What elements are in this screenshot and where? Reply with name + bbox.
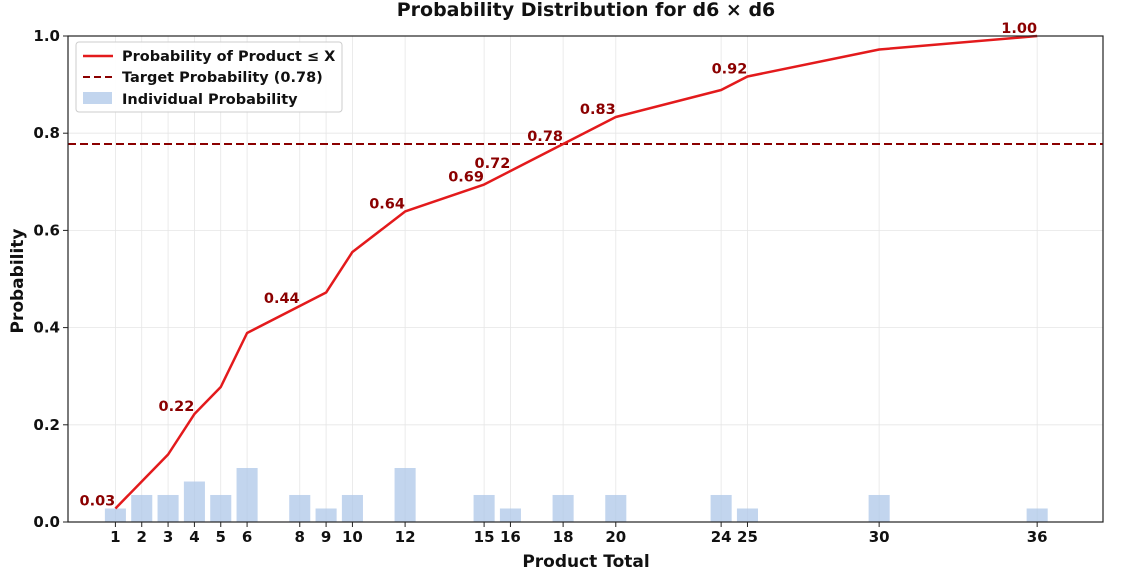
cumulative-value-label: 1.00 — [1001, 21, 1037, 37]
x-tick-label: 15 — [474, 528, 495, 546]
individual-probability-bar — [499, 508, 521, 522]
individual-probability-bar — [341, 494, 363, 522]
individual-probability-bar — [210, 494, 232, 522]
x-tick-label: 18 — [553, 528, 574, 546]
individual-probability-bar — [289, 494, 311, 522]
cumulative-value-label: 0.78 — [527, 129, 563, 145]
x-tick-label: 4 — [189, 528, 199, 546]
cumulative-value-label: 0.03 — [80, 493, 116, 509]
cumulative-value-label: 0.44 — [264, 291, 300, 307]
cumulative-line-layer — [114, 34, 1038, 510]
x-tick-label: 9 — [321, 528, 331, 546]
x-tick-label: 8 — [295, 528, 305, 546]
individual-probability-bar — [131, 494, 153, 522]
individual-probability-bar — [236, 468, 258, 522]
x-tick-label: 3 — [163, 528, 173, 546]
y-tick-label: 0.4 — [33, 319, 60, 337]
individual-probability-bar — [104, 508, 126, 522]
x-tick-label: 20 — [605, 528, 626, 546]
x-tick-label: 1 — [110, 528, 120, 546]
individual-probability-bar — [710, 494, 732, 522]
cumulative-value-label: 0.92 — [712, 61, 748, 77]
legend-label-target: Target Probability (0.78) — [122, 70, 323, 86]
individual-probability-bar — [183, 481, 205, 522]
cumulative-value-label: 0.69 — [448, 170, 484, 186]
x-tick-label: 16 — [500, 528, 521, 546]
x-tick-label: 6 — [242, 528, 252, 546]
data-labels: 0.03 0.22 0.44 0.64 0.690.72 0.78 0.83 0.92 1.00 — [80, 21, 1038, 509]
legend-box — [75, 41, 343, 113]
legend-bar-swatch — [83, 92, 112, 104]
x-tick-label: 10 — [342, 528, 363, 546]
individual-probability-bar — [394, 468, 416, 522]
cumulative-value-label: 0.83 — [580, 102, 616, 118]
x-tick-label: 5 — [216, 528, 226, 546]
y-tick-label: 0.8 — [33, 124, 60, 142]
x-axis-label: Product Total — [522, 552, 649, 572]
axis-ticks: 1 2 3 4 5 6 8 9 10 12 15 16 18 20 24 25 30 360.00.20.40.6… — [33, 27, 1047, 546]
chart-title: Probability Distribution for d6 × d6 — [397, 0, 776, 21]
cumulative-value-label: 0.64 — [369, 196, 405, 212]
individual-probability-bar — [157, 494, 179, 522]
y-tick-label: 1.0 — [33, 27, 60, 45]
x-tick-label: 12 — [395, 528, 416, 546]
x-tick-label: 25 — [737, 528, 758, 546]
cumulative-probability-line — [114, 34, 1038, 510]
plot-frame — [67, 35, 1104, 523]
y-tick-label: 0.2 — [33, 416, 60, 434]
y-axis-label: Probability — [8, 228, 28, 333]
x-tick-label: 30 — [869, 528, 890, 546]
individual-probability-bar — [868, 494, 890, 522]
individual-probability-bar — [315, 508, 337, 522]
individual-probability-bar — [605, 494, 627, 522]
individual-probability-bar — [736, 508, 758, 522]
individual-probability-bar — [473, 494, 495, 522]
individual-probability-bar — [1026, 508, 1048, 522]
individual-probability-bars — [104, 468, 1048, 522]
cumulative-value-label: 0.22 — [159, 399, 195, 415]
legend: Probability of Product ≤ X Target Probab… — [75, 41, 343, 113]
x-tick-label: 36 — [1027, 528, 1048, 546]
individual-probability-bar — [552, 494, 574, 522]
cumulative-value-label: 0.72 — [475, 156, 511, 172]
legend-label-cumulative: Probability of Product ≤ X — [122, 49, 335, 65]
x-tick-label: 2 — [137, 528, 147, 546]
legend-label-individual: Individual Probability — [122, 92, 298, 108]
grid — [68, 35, 1103, 523]
y-tick-label: 0.6 — [33, 221, 60, 239]
x-tick-label: 24 — [711, 528, 732, 546]
y-tick-label: 0.0 — [33, 513, 60, 531]
